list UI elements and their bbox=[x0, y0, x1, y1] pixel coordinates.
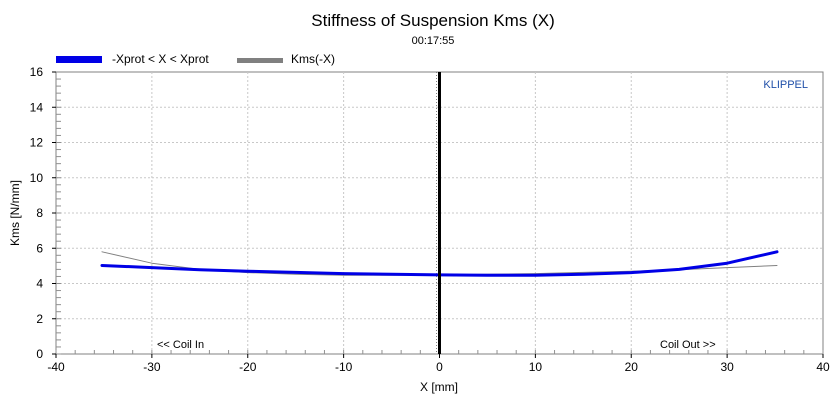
x-tick-label: 20 bbox=[625, 360, 639, 374]
y-tick-label: 10 bbox=[30, 171, 44, 185]
chart-title: Stiffness of Suspension Kms (X) bbox=[311, 11, 554, 30]
chart-subtitle: 00:17:55 bbox=[412, 35, 455, 47]
legend-swatch-primary bbox=[56, 56, 102, 63]
x-tick-label: 30 bbox=[720, 360, 734, 374]
y-tick-label: 14 bbox=[30, 100, 44, 114]
y-tick-labels: 0 2 4 6 8 10 12 14 16 bbox=[30, 65, 56, 361]
x-tick-label: -30 bbox=[143, 360, 161, 374]
y-tick-label: 16 bbox=[30, 65, 44, 79]
legend: -Xprot < X < Xprot Kms(-X) bbox=[56, 52, 335, 66]
annotation-coil-in: << Coil In bbox=[157, 339, 204, 351]
brand-label: KLIPPEL bbox=[763, 79, 808, 91]
x-tick-label: 0 bbox=[436, 360, 443, 374]
x-tick-labels: -40 -30 -20 -10 0 10 20 30 40 bbox=[47, 354, 830, 374]
y-tick-label: 0 bbox=[36, 347, 43, 361]
legend-swatch-secondary bbox=[237, 58, 283, 63]
legend-label-secondary: Kms(-X) bbox=[291, 52, 335, 66]
x-tick-label: 40 bbox=[816, 360, 830, 374]
annotation-coil-out: Coil Out >> bbox=[660, 339, 716, 351]
y-tick-label: 8 bbox=[36, 206, 43, 220]
legend-label-primary: -Xprot < X < Xprot bbox=[112, 52, 209, 66]
x-tick-label: -10 bbox=[335, 360, 353, 374]
x-tick-label: 10 bbox=[529, 360, 543, 374]
y-axis-label: Kms [N/mm] bbox=[8, 180, 22, 246]
x-tick-label: -20 bbox=[239, 360, 257, 374]
x-axis-label: X [mm] bbox=[420, 380, 458, 394]
y-tick-label: 2 bbox=[36, 312, 43, 326]
y-tick-label: 12 bbox=[30, 136, 44, 150]
minor-ticks bbox=[55, 78, 824, 355]
x-tick-label: -40 bbox=[47, 360, 65, 374]
y-tick-label: 4 bbox=[36, 277, 43, 291]
y-tick-label: 6 bbox=[36, 241, 43, 255]
